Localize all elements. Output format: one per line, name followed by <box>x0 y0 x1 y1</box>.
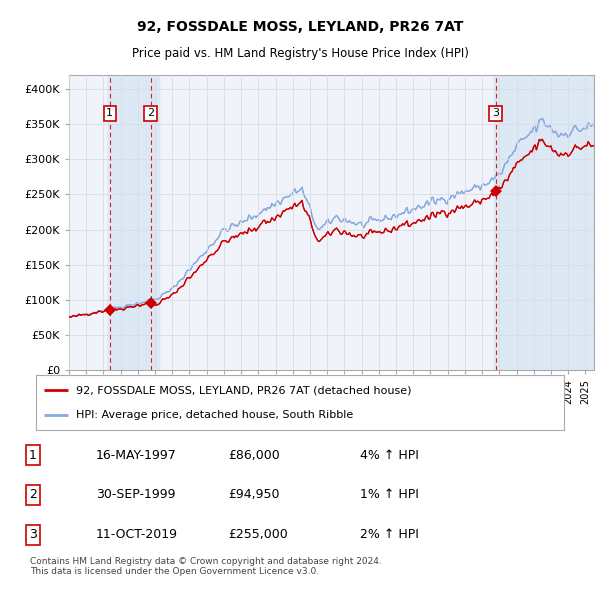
Text: 30-SEP-1999: 30-SEP-1999 <box>96 489 176 502</box>
Text: 1% ↑ HPI: 1% ↑ HPI <box>360 489 419 502</box>
Text: 3: 3 <box>492 109 499 119</box>
Text: 1: 1 <box>106 109 113 119</box>
Bar <box>109 75 118 370</box>
Bar <box>494 75 594 370</box>
Text: 11-OCT-2019: 11-OCT-2019 <box>96 528 178 541</box>
Text: 16-MAY-1997: 16-MAY-1997 <box>96 449 177 462</box>
Text: 1: 1 <box>29 449 37 462</box>
Text: £255,000: £255,000 <box>228 528 288 541</box>
Text: 2: 2 <box>147 109 154 119</box>
Text: 4% ↑ HPI: 4% ↑ HPI <box>360 449 419 462</box>
Text: 2% ↑ HPI: 2% ↑ HPI <box>360 528 419 541</box>
Text: 2: 2 <box>29 489 37 502</box>
Text: £86,000: £86,000 <box>228 449 280 462</box>
Bar <box>109 75 160 370</box>
Text: 3: 3 <box>29 528 37 541</box>
Text: 92, FOSSDALE MOSS, LEYLAND, PR26 7AT: 92, FOSSDALE MOSS, LEYLAND, PR26 7AT <box>137 19 463 34</box>
Bar <box>494 75 504 370</box>
Text: £94,950: £94,950 <box>228 489 280 502</box>
Text: HPI: Average price, detached house, South Ribble: HPI: Average price, detached house, Sout… <box>76 409 353 419</box>
Text: Contains HM Land Registry data © Crown copyright and database right 2024.
This d: Contains HM Land Registry data © Crown c… <box>30 557 382 576</box>
Bar <box>149 75 160 370</box>
Text: Price paid vs. HM Land Registry's House Price Index (HPI): Price paid vs. HM Land Registry's House … <box>131 47 469 60</box>
Text: 92, FOSSDALE MOSS, LEYLAND, PR26 7AT (detached house): 92, FOSSDALE MOSS, LEYLAND, PR26 7AT (de… <box>76 385 411 395</box>
